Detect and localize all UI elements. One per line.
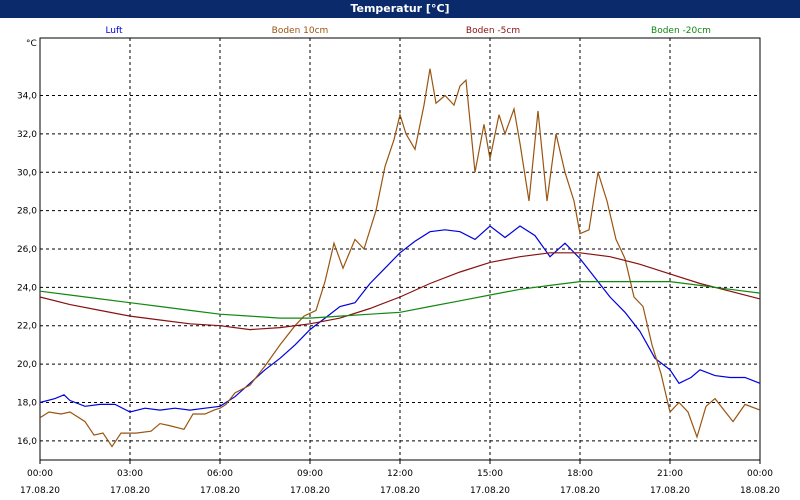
x-tick-date: 18.08.20 [740,486,780,496]
x-tick-date: 17.08.20 [560,486,600,496]
x-tick-time: 03:00 [117,469,143,479]
y-axis-unit: °C [26,39,37,49]
legend-item: Boden -20cm [651,26,711,36]
x-tick-time: 15:00 [477,469,503,479]
x-tick-time: 09:00 [297,469,323,479]
x-tick-time: 12:00 [387,469,413,479]
y-tick-label: 30,0 [17,168,37,178]
x-tick-date: 17.08.20 [110,486,150,496]
y-tick-label: 24,0 [17,283,37,293]
series-line [39,281,761,319]
x-tick-date: 17.08.20 [380,486,420,496]
chart-title: Temperatur [°C] [0,0,800,18]
y-tick-label: 26,0 [17,245,37,255]
y-tick-label: 34,0 [17,92,37,102]
y-tick-label: 20,0 [17,360,37,370]
series-line [39,68,761,448]
y-tick-label: 18,0 [17,398,37,408]
x-tick-time: 06:00 [207,469,233,479]
x-tick-time: 00:00 [27,469,53,479]
y-tick-label: 28,0 [17,207,37,217]
x-tick-time: 00:00 [747,469,773,479]
y-tick-label: 22,0 [17,322,37,332]
x-tick-date: 17.08.20 [650,486,690,496]
x-tick-date: 17.08.20 [290,486,330,496]
legend-item: Boden 10cm [272,26,329,36]
x-tick-time: 18:00 [567,469,593,479]
y-tick-label: 16,0 [17,437,37,447]
series-line [39,252,761,331]
x-tick-date: 17.08.20 [200,486,240,496]
legend-item: Boden -5cm [466,26,520,36]
series-line [39,225,761,413]
y-tick-label: 32,0 [17,130,37,140]
legend-item: Luft [105,26,123,36]
x-tick-date: 17.08.20 [20,486,60,496]
temperature-chart: 16,0 18,0 20,0 22,0 24,0 26,0 28,0 30,0 32,0 34,0… [17,26,780,496]
x-tick-date: 17.08.20 [470,486,510,496]
x-tick-time: 21:00 [657,469,683,479]
